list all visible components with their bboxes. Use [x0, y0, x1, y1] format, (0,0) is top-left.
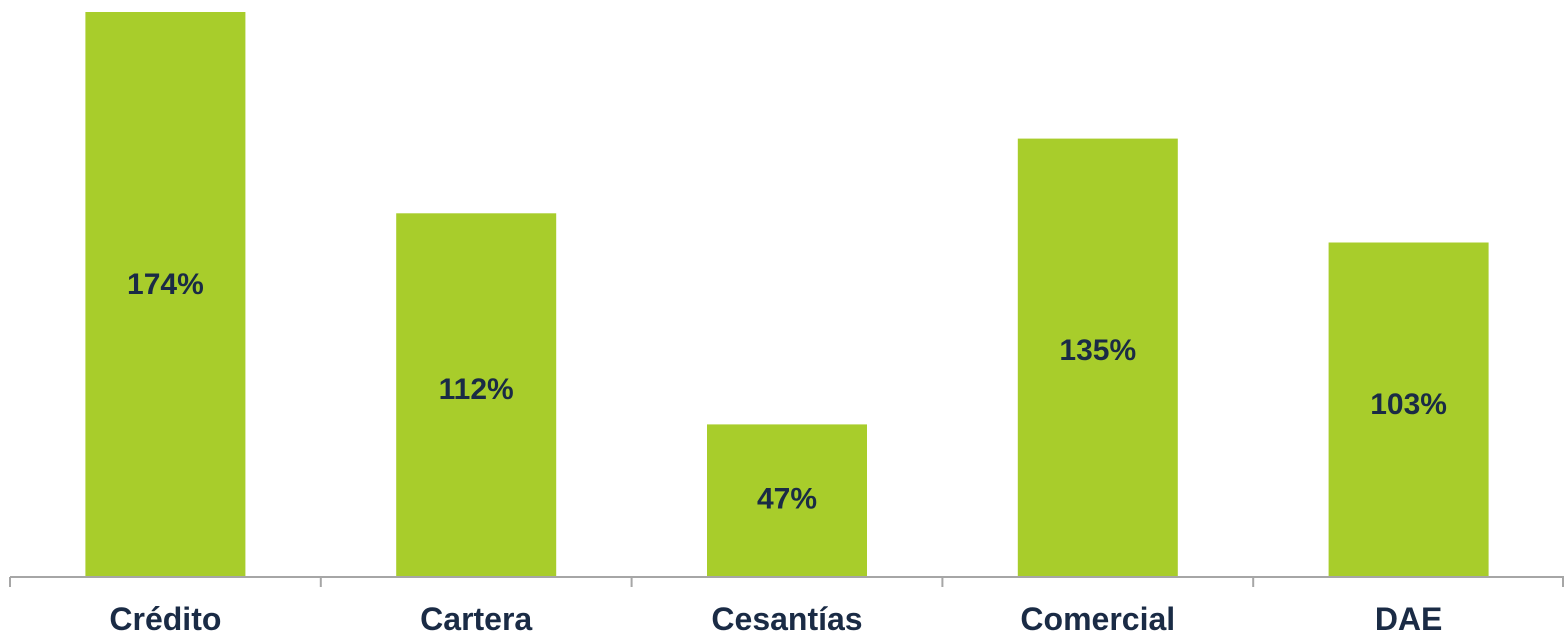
x-axis: [9, 576, 1564, 587]
category-labels: Crédito Cartera Cesantías Comercial DAE: [109, 601, 1442, 637]
data-label: 112%: [439, 373, 514, 406]
category-label: Cesantías: [711, 601, 862, 637]
data-label: 47%: [757, 483, 817, 516]
category-label: Comercial: [1020, 601, 1175, 637]
bar-cartera: [396, 213, 557, 578]
bar-crédito: [85, 12, 246, 577]
category-label: Crédito: [109, 601, 221, 637]
data-label: 135%: [1059, 334, 1136, 367]
bar-dae: [1328, 242, 1489, 577]
bar-cesantías: [707, 424, 867, 577]
data-label: 174%: [127, 268, 204, 301]
bar-comercial: [1017, 138, 1178, 577]
category-label: Cartera: [420, 601, 532, 637]
bars: [85, 12, 1489, 578]
data-label: 103%: [1370, 388, 1447, 421]
category-label: DAE: [1375, 601, 1443, 637]
data-labels: 174% 112% 47% 135% 103%: [127, 268, 1447, 515]
